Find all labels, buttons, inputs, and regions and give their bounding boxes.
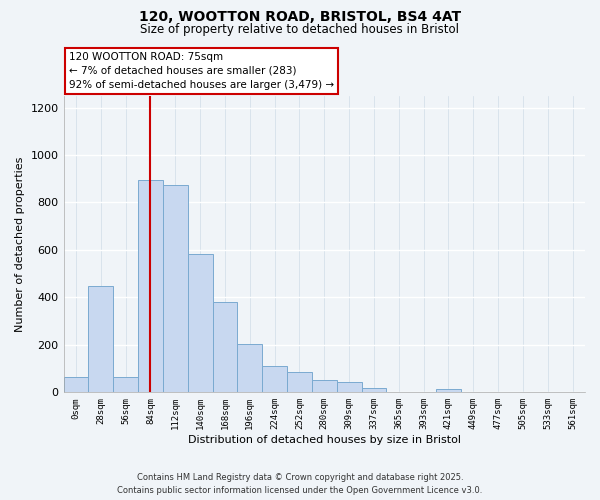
Bar (312, 380, 337, 392)
Bar (337, 382, 362, 392)
Bar (113, 377, 138, 392)
Text: 120, WOOTTON ROAD, BRISTOL, BS4 4AT: 120, WOOTTON ROAD, BRISTOL, BS4 4AT (139, 10, 461, 24)
Bar (238, 344, 262, 392)
Bar (64, 377, 88, 392)
Bar (188, 254, 212, 392)
Bar (436, 389, 461, 392)
Bar (163, 184, 188, 392)
Bar (138, 180, 163, 392)
X-axis label: Distribution of detached houses by size in Bristol: Distribution of detached houses by size … (188, 435, 461, 445)
Bar (88, 286, 113, 393)
Bar (212, 302, 238, 392)
Text: Contains HM Land Registry data © Crown copyright and database right 2025.
Contai: Contains HM Land Registry data © Crown c… (118, 474, 482, 495)
Bar (287, 372, 312, 392)
Text: 120 WOOTTON ROAD: 75sqm
← 7% of detached houses are smaller (283)
92% of semi-de: 120 WOOTTON ROAD: 75sqm ← 7% of detached… (69, 52, 334, 90)
Text: Size of property relative to detached houses in Bristol: Size of property relative to detached ho… (140, 22, 460, 36)
Bar (262, 366, 287, 392)
Y-axis label: Number of detached properties: Number of detached properties (15, 156, 25, 332)
Bar (362, 388, 386, 392)
